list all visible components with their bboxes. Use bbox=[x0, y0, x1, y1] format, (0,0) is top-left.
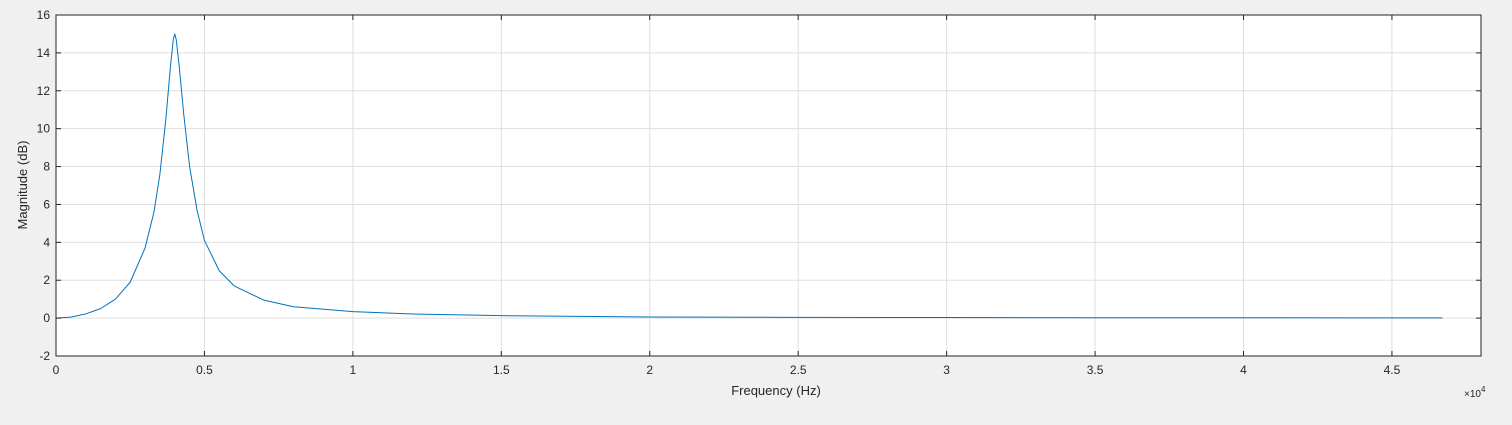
axes-box bbox=[55, 14, 1482, 357]
y-tick-label: 2 bbox=[43, 273, 50, 287]
x-tick-label: 4 bbox=[1240, 363, 1247, 377]
y-tick-label: 4 bbox=[43, 235, 50, 249]
y-tick-label: 16 bbox=[37, 8, 51, 22]
x-tick-label: 2.5 bbox=[790, 363, 807, 377]
y-tick-label: 10 bbox=[37, 122, 51, 136]
y-tick-label: -2 bbox=[39, 349, 50, 363]
series-line-group bbox=[55, 33, 1443, 319]
x-exponent-base: ×10 bbox=[1464, 389, 1481, 400]
plot-area bbox=[56, 15, 1481, 356]
y-tick-label: 12 bbox=[37, 84, 51, 98]
x-axis-ticks: 0 0.5 1 1.5 2 2.5 3 3.5 4 4.5 bbox=[53, 15, 1401, 377]
y-tick-label: 6 bbox=[43, 197, 50, 211]
x-tick-label: 0 bbox=[53, 363, 60, 377]
x-exponent-power: 4 bbox=[1481, 385, 1486, 394]
x-axis-label: Frequency (Hz) bbox=[731, 383, 821, 398]
x-tick-label: 3 bbox=[943, 363, 950, 377]
y-axis-label: Magnitude (dB) bbox=[15, 141, 30, 230]
x-tick-label: 0.5 bbox=[196, 363, 213, 377]
x-exponent-label: ×104 bbox=[1464, 385, 1486, 400]
x-tick-label: 1 bbox=[350, 363, 357, 377]
series-line bbox=[55, 33, 1443, 319]
y-axis-ticks: -2 0 2 4 6 8 10 12 14 16 bbox=[37, 8, 1481, 363]
x-tick-label: 3.5 bbox=[1087, 363, 1104, 377]
x-tick-label: 1.5 bbox=[493, 363, 510, 377]
x-tick-label: 2 bbox=[646, 363, 653, 377]
y-tick-label: 0 bbox=[43, 311, 50, 325]
x-tick-label: 4.5 bbox=[1384, 363, 1401, 377]
y-tick-label: 8 bbox=[43, 160, 50, 174]
y-tick-label: 14 bbox=[37, 46, 51, 60]
